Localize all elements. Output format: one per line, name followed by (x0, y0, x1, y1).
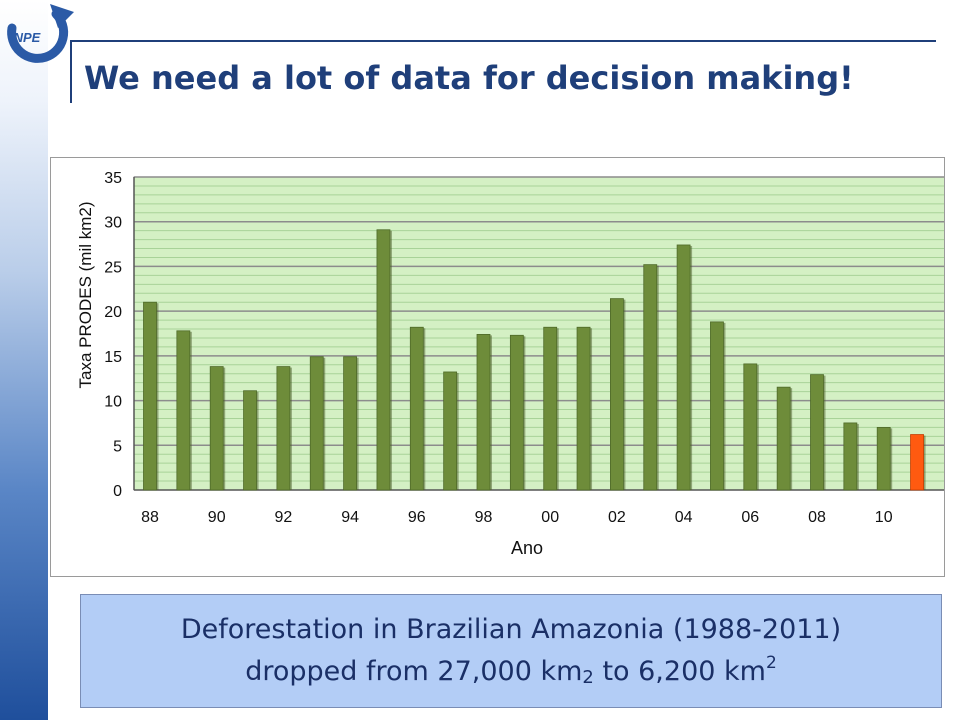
y-tick-label: 0 (113, 483, 122, 500)
y-tick-label: 35 (104, 170, 122, 187)
logo-text: INPE (10, 30, 41, 45)
caption-line-2-end: to 6,200 km (593, 656, 766, 687)
chart-frame: 0 5 10 15 20 25 30 35 88 90 92 94 96 98 00 02 04 06 08 10 An… (50, 157, 945, 577)
bar-02 (610, 298, 624, 491)
bar-11 (910, 434, 924, 491)
x-tick-label: 92 (275, 509, 293, 526)
x-tick-label: 02 (608, 509, 626, 526)
bar-90 (209, 366, 224, 491)
y-tick-label: 25 (104, 259, 122, 276)
plot-area (133, 176, 944, 491)
bar-88 (143, 301, 157, 491)
caption-exponent-1: 2 (582, 667, 594, 688)
bar-93 (309, 356, 324, 491)
x-tick-label: 88 (141, 509, 159, 526)
x-tick-label: 94 (341, 509, 359, 526)
bar-99 (509, 334, 524, 491)
x-tick-label: 04 (675, 509, 693, 526)
sidebar-gradient (0, 0, 48, 720)
x-tick-label: 10 (875, 509, 893, 526)
bar-03 (643, 264, 658, 491)
caption-line-1: Deforestation in Brazilian Amazonia (198… (180, 614, 842, 645)
bar-96 (409, 326, 424, 491)
page-title: We need a lot of data for decision makin… (84, 59, 854, 97)
bar-89 (176, 330, 191, 491)
x-tick-label: 96 (408, 509, 426, 526)
caption-exponent-2: 2 (765, 653, 777, 673)
bar-94 (343, 356, 358, 491)
bar-97 (443, 371, 458, 491)
x-tick-label: 90 (208, 509, 226, 526)
x-tick-label: 98 (475, 509, 493, 526)
x-tick-label: 00 (541, 509, 559, 526)
bar-04 (676, 244, 691, 491)
x-tick-label: 08 (808, 509, 826, 526)
caption-line-2-start: dropped from 27,000 km (245, 656, 583, 687)
bar-95 (376, 229, 391, 491)
bar-09 (843, 422, 858, 491)
caption-line-2: dropped from 27,000 km2 to 6,200 km2 (245, 651, 777, 693)
bar-01 (576, 326, 591, 491)
x-tick-label: 06 (741, 509, 759, 526)
y-tick-label: 20 (104, 304, 122, 321)
deforestation-bar-chart: 0 5 10 15 20 25 30 35 88 90 92 94 96 98 00 02 04 06 08 10 An… (76, 170, 944, 558)
bar-98 (476, 333, 491, 491)
bar-92 (276, 366, 291, 491)
y-tick-label: 30 (104, 215, 122, 232)
inpe-logo: INPE (7, 4, 74, 63)
y-tick-label: 10 (104, 394, 122, 411)
bar-05 (710, 321, 724, 491)
header-side-rule (70, 40, 72, 103)
x-axis-title: Ano (511, 538, 543, 558)
y-tick-label: 5 (113, 438, 122, 455)
bar-00 (543, 326, 558, 491)
caption-box: Deforestation in Brazilian Amazonia (198… (80, 594, 942, 708)
bar-08 (810, 374, 824, 491)
y-axis-title: Taxa PRODES (mil km2) (76, 201, 95, 388)
y-tick-label: 15 (104, 349, 122, 366)
header-rule (70, 40, 936, 42)
bar-10 (876, 426, 891, 491)
bar-06 (743, 363, 758, 491)
bar-91 (243, 390, 257, 491)
bar-07 (776, 386, 791, 491)
